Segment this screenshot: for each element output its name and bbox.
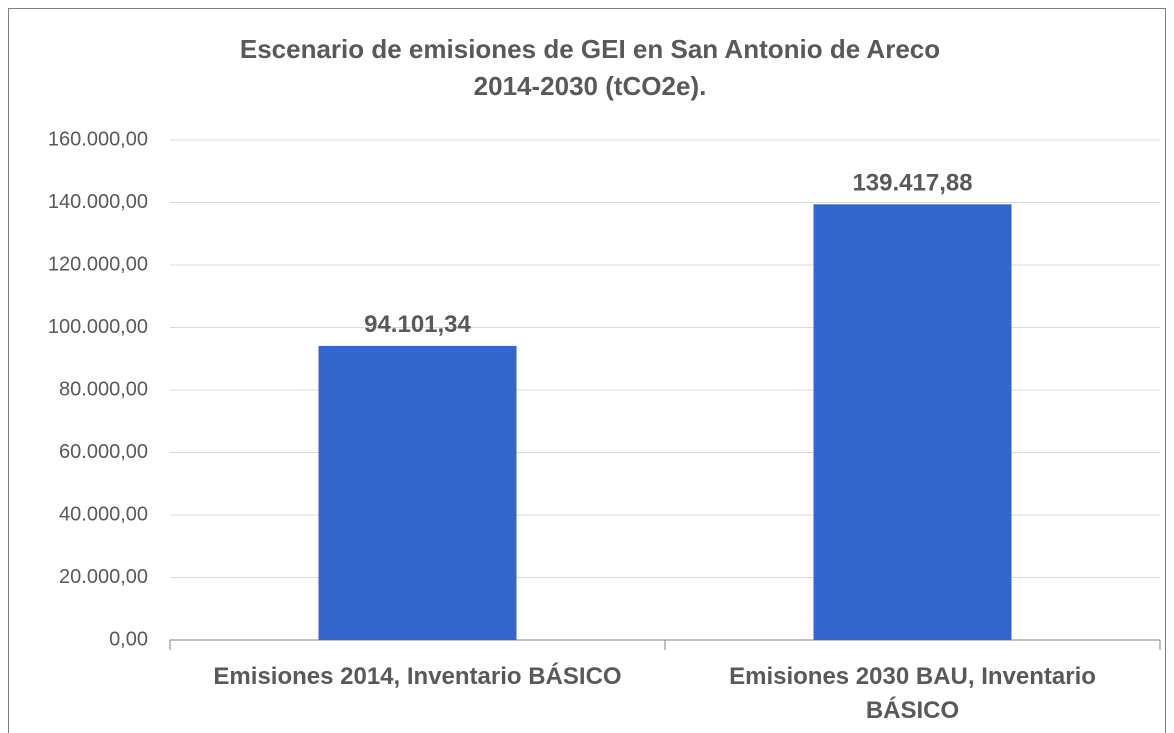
y-tick-label: 140.000,00 bbox=[48, 191, 148, 213]
y-tick-label: 160.000,00 bbox=[48, 128, 148, 150]
y-tick-label: 20.000,00 bbox=[59, 566, 148, 588]
chart-title: Escenario de emisiones de GEI en San Ant… bbox=[240, 34, 940, 101]
y-tick-label: 40.000,00 bbox=[59, 503, 148, 525]
data-label: 139.417,88 bbox=[852, 169, 972, 196]
data-label: 94.101,34 bbox=[364, 311, 471, 338]
y-tick-label: 0,00 bbox=[109, 628, 148, 650]
x-tick-label: Emisiones 2030 BAU, Inventario BÁSICO bbox=[729, 663, 1096, 724]
y-tick-label: 60.000,00 bbox=[59, 441, 148, 463]
bar bbox=[813, 204, 1012, 640]
y-tick-label: 80.000,00 bbox=[59, 378, 148, 400]
y-tick-label: 120.000,00 bbox=[48, 253, 148, 275]
x-tick-label: Emisiones 2014, Inventario BÁSICO bbox=[213, 662, 621, 690]
bar bbox=[318, 345, 517, 640]
y-tick-label: 100.000,00 bbox=[48, 316, 148, 338]
